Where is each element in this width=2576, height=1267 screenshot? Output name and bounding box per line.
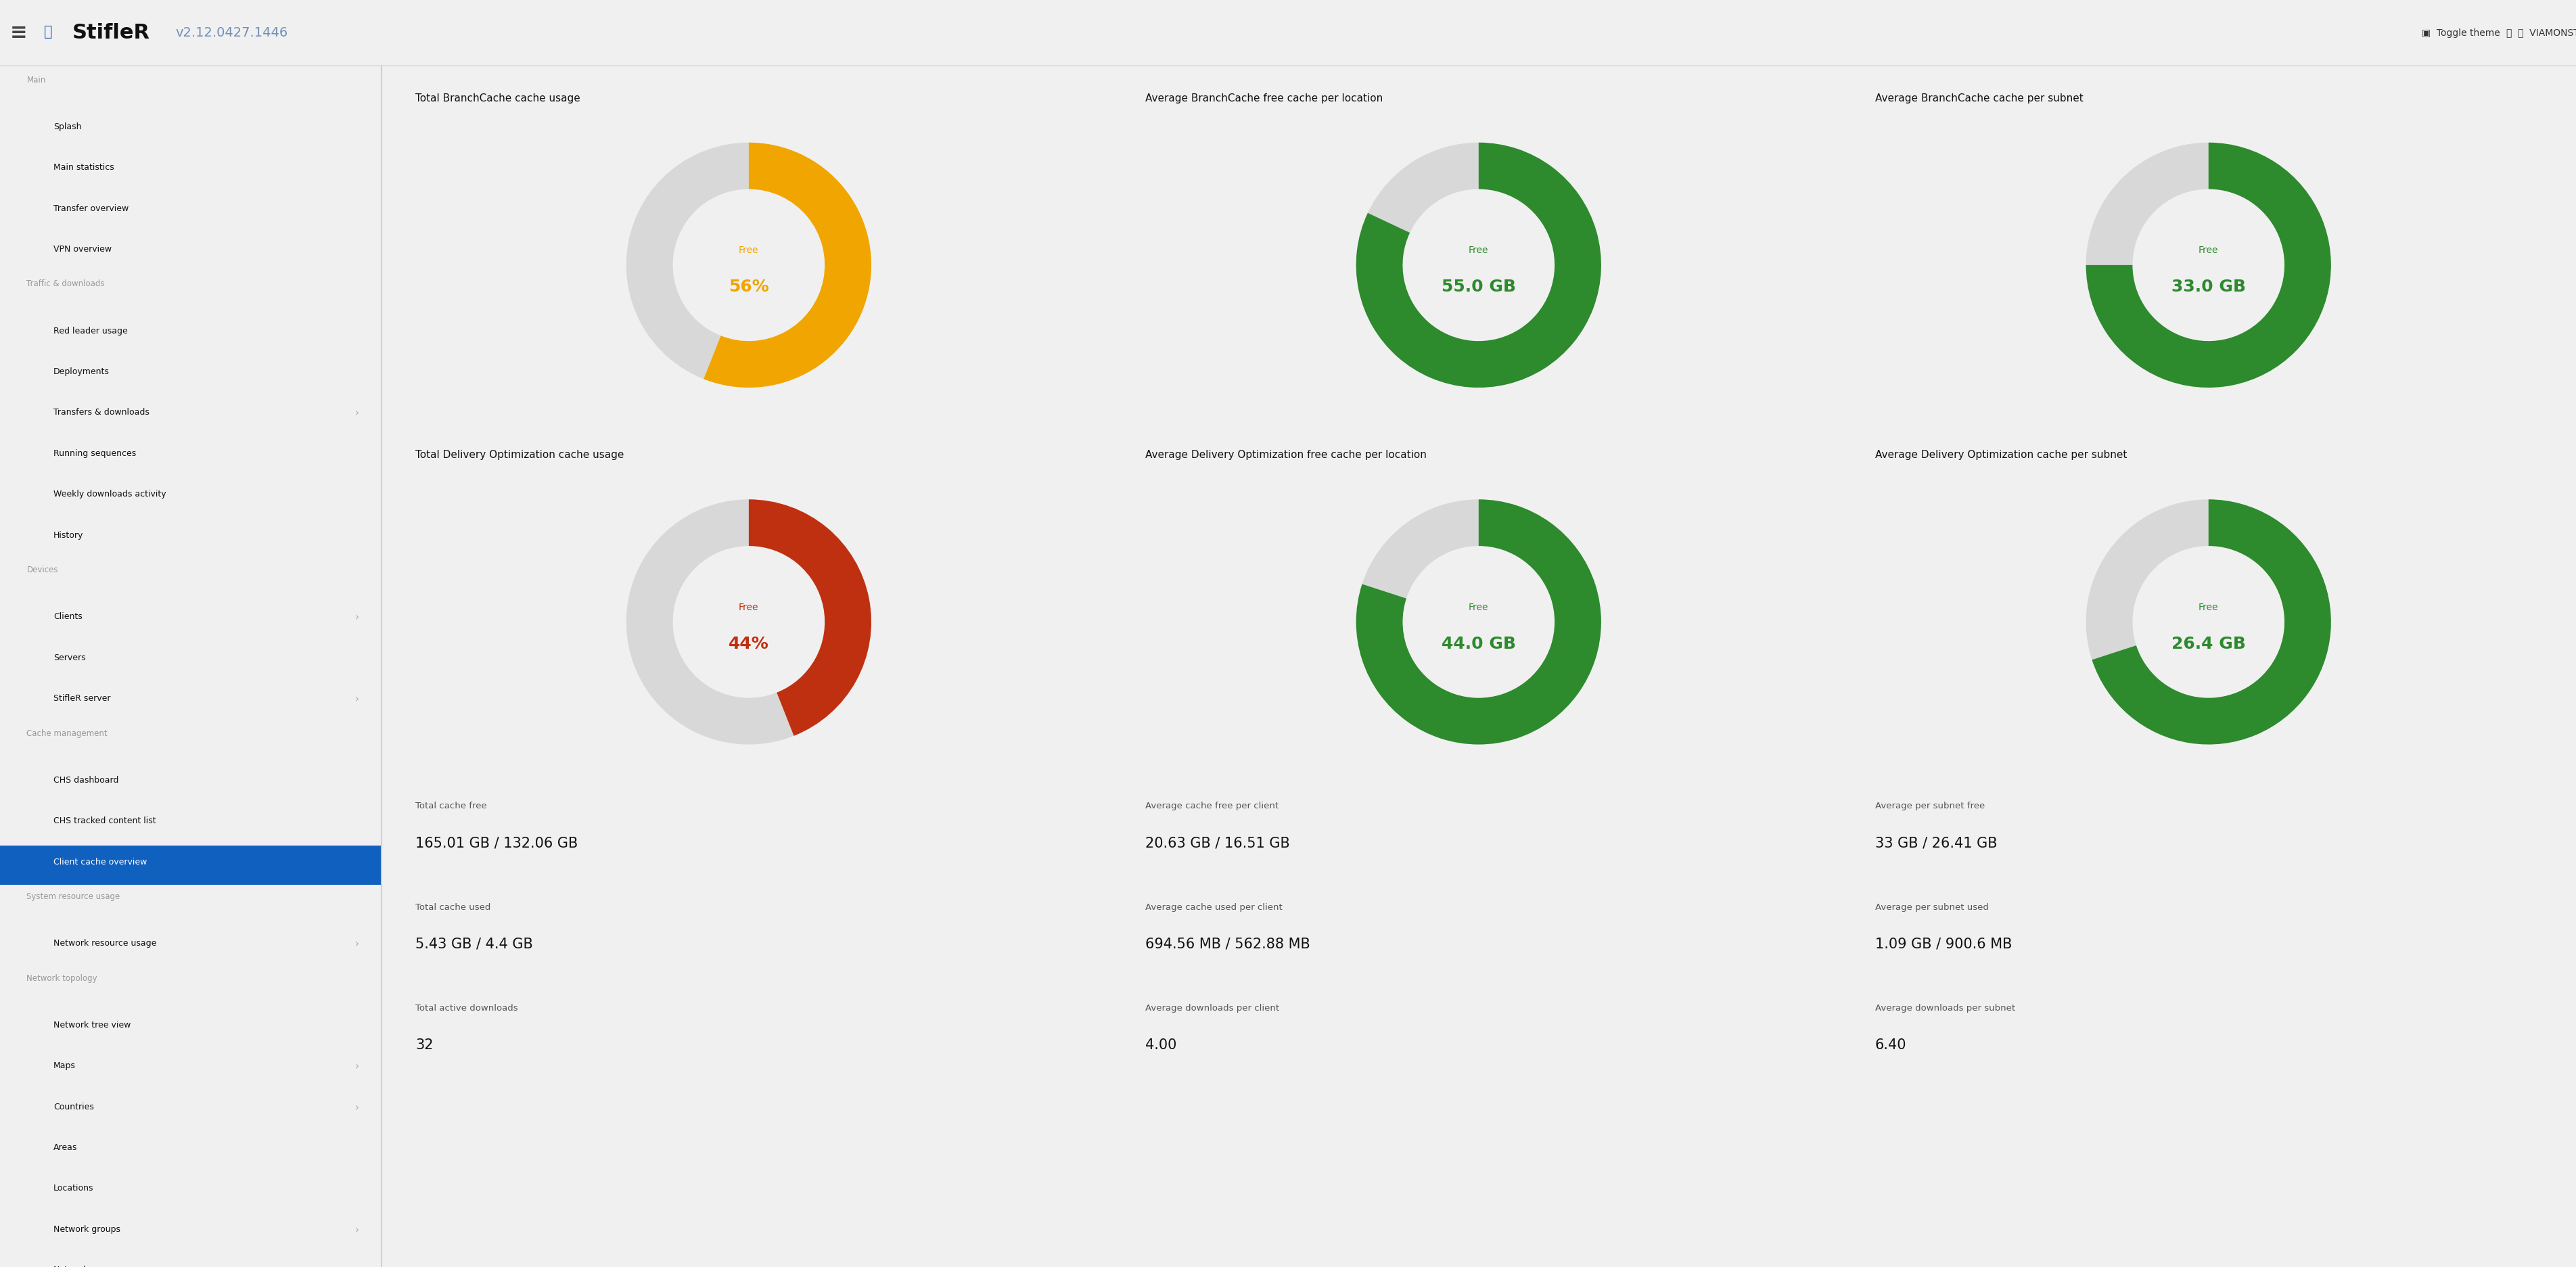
Wedge shape: [626, 499, 793, 745]
Wedge shape: [1363, 499, 1479, 598]
Text: Devices: Devices: [26, 565, 59, 574]
Text: CHS dashboard: CHS dashboard: [54, 775, 118, 784]
Text: Average BranchCache free cache per location: Average BranchCache free cache per locat…: [1146, 94, 1383, 104]
Text: VPN overview: VPN overview: [54, 245, 111, 253]
Text: Average per subnet free: Average per subnet free: [1875, 802, 1986, 811]
Text: Average downloads per subnet: Average downloads per subnet: [1875, 1003, 2014, 1012]
Text: Free: Free: [739, 603, 760, 612]
Text: Splash: Splash: [54, 123, 82, 131]
Text: Transfers & downloads: Transfers & downloads: [54, 408, 149, 417]
Wedge shape: [2087, 142, 2331, 388]
Text: 📶: 📶: [44, 25, 52, 38]
Text: 55.0 GB: 55.0 GB: [1443, 279, 1515, 295]
Text: Servers: Servers: [54, 654, 85, 663]
Text: Average Delivery Optimization cache per subnet: Average Delivery Optimization cache per …: [1875, 450, 2128, 460]
Text: Total BranchCache cache usage: Total BranchCache cache usage: [415, 94, 580, 104]
Text: ›: ›: [355, 1102, 358, 1112]
Text: ›: ›: [355, 939, 358, 949]
Text: 4.00: 4.00: [1146, 1039, 1177, 1052]
Text: v2.12.0427.1446: v2.12.0427.1446: [175, 27, 289, 39]
Text: Total Delivery Optimization cache usage: Total Delivery Optimization cache usage: [415, 450, 623, 460]
Text: Average Delivery Optimization free cache per location: Average Delivery Optimization free cache…: [1146, 450, 1427, 460]
Text: Free: Free: [1468, 603, 1489, 612]
Text: 56%: 56%: [729, 279, 770, 295]
Text: Red leader usage: Red leader usage: [54, 327, 129, 336]
Text: History: History: [54, 531, 82, 540]
Text: Locations: Locations: [54, 1185, 93, 1194]
Text: System resource usage: System resource usage: [26, 892, 121, 901]
Text: Countries: Countries: [54, 1102, 93, 1111]
Wedge shape: [703, 142, 871, 388]
Text: 33 GB / 26.41 GB: 33 GB / 26.41 GB: [1875, 836, 1996, 850]
Text: Running sequences: Running sequences: [54, 449, 137, 457]
Text: ›: ›: [355, 408, 358, 418]
Text: Average BranchCache cache per subnet: Average BranchCache cache per subnet: [1875, 94, 2084, 104]
Wedge shape: [1355, 142, 1602, 388]
Text: StifleR: StifleR: [72, 23, 149, 43]
Text: Client cache overview: Client cache overview: [54, 858, 147, 867]
Text: 33.0 GB: 33.0 GB: [2172, 279, 2246, 295]
Text: Cache management: Cache management: [26, 729, 108, 737]
Text: Main statistics: Main statistics: [54, 163, 113, 172]
Text: Weekly downloads activity: Weekly downloads activity: [54, 490, 165, 499]
Text: 26.4 GB: 26.4 GB: [2172, 636, 2246, 653]
Text: 5.43 GB / 4.4 GB: 5.43 GB / 4.4 GB: [415, 938, 533, 952]
Text: Main: Main: [26, 76, 46, 85]
Text: Network topology: Network topology: [26, 974, 98, 983]
Text: Free: Free: [1468, 246, 1489, 255]
Text: Network tree view: Network tree view: [54, 1021, 131, 1030]
Text: 🖼  👤  VIAMONSTRA\maku: 🖼 👤 VIAMONSTRA\maku: [2506, 28, 2576, 38]
Text: Total active downloads: Total active downloads: [415, 1003, 518, 1012]
Text: ›: ›: [355, 694, 358, 704]
Wedge shape: [1355, 499, 1602, 745]
Text: Clients: Clients: [54, 612, 82, 621]
Text: Traffic & downloads: Traffic & downloads: [26, 280, 106, 289]
Text: Network resource usage: Network resource usage: [54, 939, 157, 948]
Text: 44%: 44%: [729, 636, 770, 653]
Text: ≡: ≡: [10, 23, 28, 43]
Text: Total cache used: Total cache used: [415, 903, 492, 912]
Text: Areas: Areas: [54, 1143, 77, 1152]
Text: Total cache free: Total cache free: [415, 802, 487, 811]
FancyBboxPatch shape: [0, 845, 381, 886]
Text: Free: Free: [739, 246, 760, 255]
Text: ›: ›: [355, 612, 358, 622]
Wedge shape: [2092, 499, 2331, 745]
Text: Free: Free: [2197, 603, 2218, 612]
Wedge shape: [2087, 142, 2208, 265]
Text: 44.0 GB: 44.0 GB: [1443, 636, 1515, 653]
Text: Transfer overview: Transfer overview: [54, 204, 129, 213]
Text: Network groups: Network groups: [54, 1225, 121, 1234]
Text: ›: ›: [355, 1062, 358, 1072]
Wedge shape: [626, 142, 750, 379]
Text: Average cache used per client: Average cache used per client: [1146, 903, 1283, 912]
Text: StifleR server: StifleR server: [54, 694, 111, 703]
Text: 165.01 GB / 132.06 GB: 165.01 GB / 132.06 GB: [415, 836, 577, 850]
Text: Free: Free: [2197, 246, 2218, 255]
Wedge shape: [1368, 142, 1479, 233]
Text: Deployments: Deployments: [54, 367, 108, 376]
Text: ▣  Toggle theme: ▣ Toggle theme: [2421, 28, 2499, 38]
Text: ›: ›: [355, 1225, 358, 1235]
Text: 20.63 GB / 16.51 GB: 20.63 GB / 16.51 GB: [1146, 836, 1291, 850]
Text: Average downloads per client: Average downloads per client: [1146, 1003, 1280, 1012]
Text: Average per subnet used: Average per subnet used: [1875, 903, 1989, 912]
Text: Maps: Maps: [54, 1062, 75, 1071]
Wedge shape: [750, 499, 871, 736]
Wedge shape: [2087, 499, 2208, 660]
Text: 1.09 GB / 900.6 MB: 1.09 GB / 900.6 MB: [1875, 938, 2012, 952]
Text: CHS tracked content list: CHS tracked content list: [54, 817, 157, 825]
Text: 694.56 MB / 562.88 MB: 694.56 MB / 562.88 MB: [1146, 938, 1311, 952]
Text: Average cache free per client: Average cache free per client: [1146, 802, 1278, 811]
Text: 6.40: 6.40: [1875, 1039, 1906, 1052]
Text: 32: 32: [415, 1039, 433, 1052]
